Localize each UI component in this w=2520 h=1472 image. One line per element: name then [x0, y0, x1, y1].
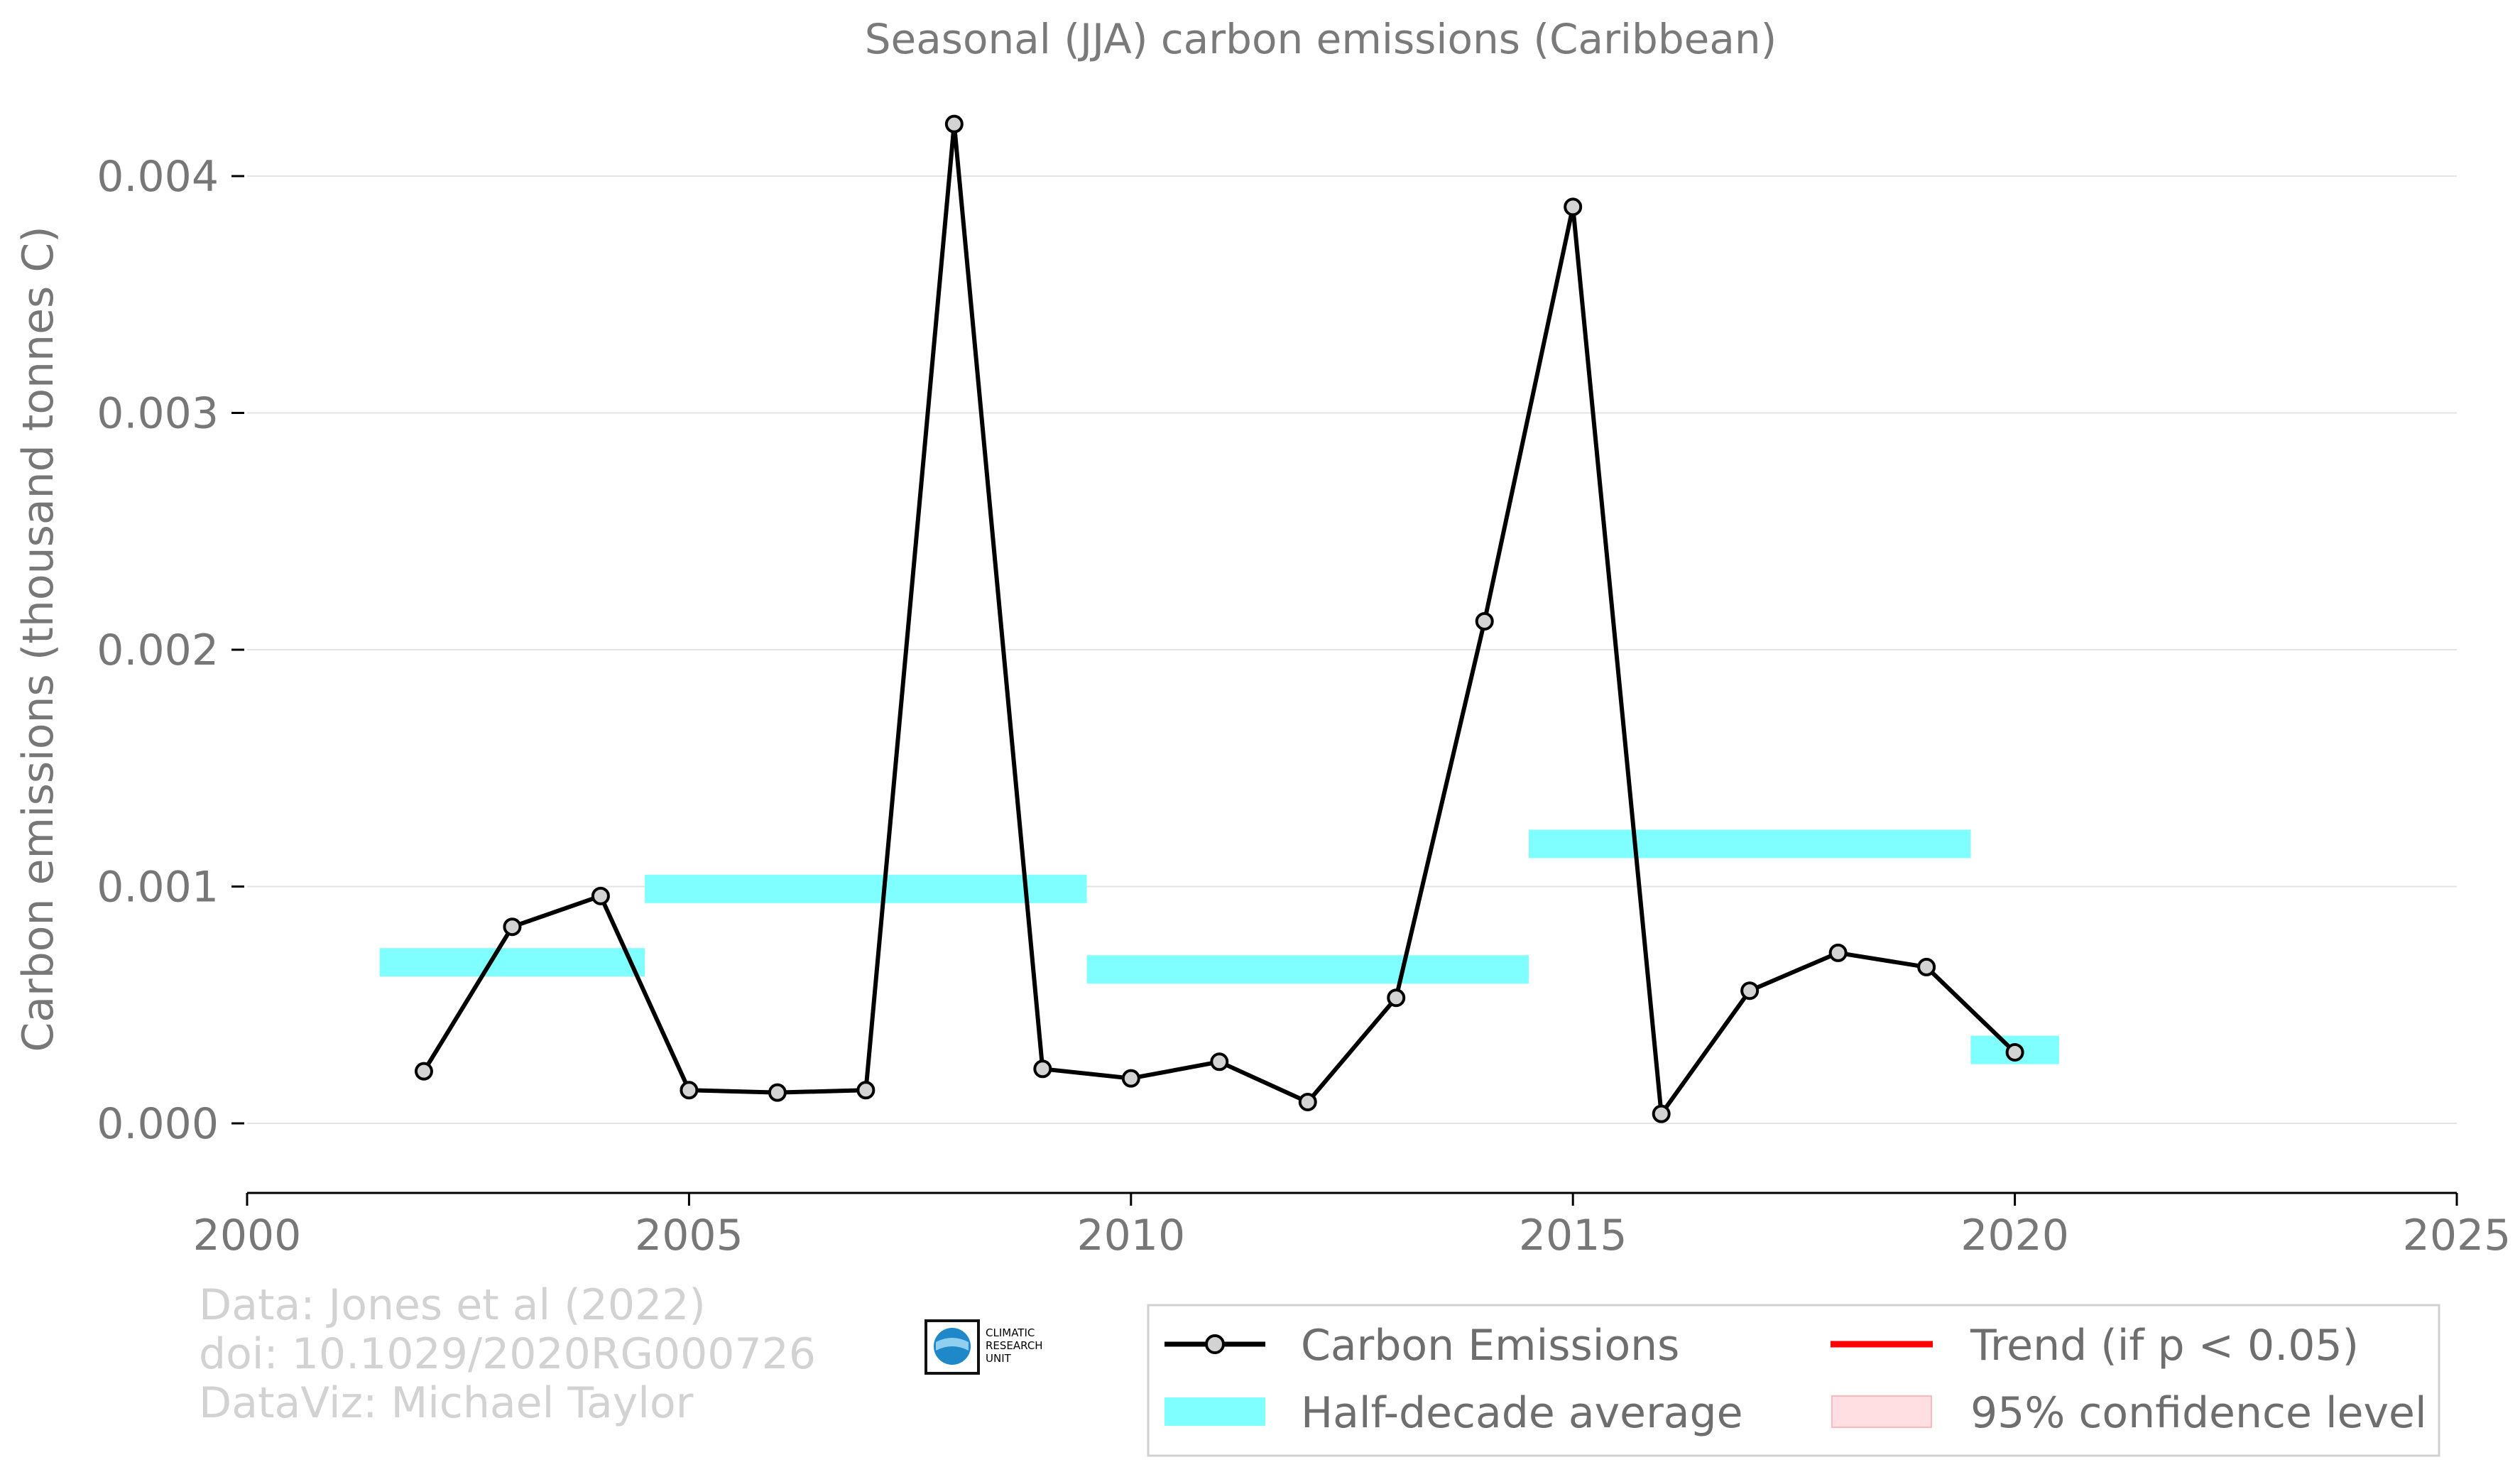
legend-trend-label: Trend (if p < 0.05) [1970, 1321, 2359, 1370]
emissions-point [1917, 957, 1936, 976]
chart-title: Seasonal (JJA) carbon emissions (Caribbe… [865, 15, 1777, 63]
emissions-point [503, 917, 522, 937]
legend-frame [1147, 1304, 2440, 1457]
credit-dataviz: DataViz: Michael Taylor [199, 1378, 694, 1428]
emissions-point [768, 1083, 787, 1102]
legend-confidence-swatch [1831, 1395, 1932, 1428]
emissions-point [1652, 1104, 1671, 1123]
credit-data-source: Data: Jones et al (2022) [199, 1280, 706, 1330]
x-tick-label: 2025 [2403, 1211, 2511, 1260]
x-tick-label: 2020 [1960, 1211, 2069, 1260]
emissions-point [591, 886, 610, 905]
emissions-point [1033, 1059, 1052, 1079]
legend: Carbon Emissions Trend (if p < 0.05) Hal… [1147, 1304, 2440, 1457]
emissions-point [856, 1081, 876, 1100]
y-axis-ticks: 0.000 0.001 0.002 0.003 0.004 [97, 152, 244, 1149]
legend-emissions-label: Carbon Emissions [1301, 1321, 1679, 1370]
y-tick-label: 0.004 [97, 152, 219, 202]
y-axis-label: Carbon emissions (thousand tonnes C) [13, 226, 63, 1052]
legend-half-decade-swatch [1164, 1397, 1265, 1426]
x-axis-ticks: 2000 2005 2010 2015 2020 2025 [193, 1193, 2511, 1260]
emissions-point [414, 1062, 433, 1081]
gridlines [247, 175, 2457, 1124]
logo-line-2: RESEARCH [986, 1339, 1043, 1352]
credit-doi: doi: 10.1029/2020RG000726 [199, 1329, 816, 1379]
y-tick-label: 0.001 [97, 863, 219, 912]
emissions-point [680, 1081, 699, 1100]
emissions-point [1564, 197, 1583, 217]
x-tick-label: 2005 [635, 1211, 743, 1260]
x-tick-label: 2010 [1076, 1211, 1185, 1260]
y-tick-label: 0.003 [97, 389, 219, 439]
logo-line-1: CLIMATIC [986, 1326, 1035, 1339]
x-tick-label: 2015 [1519, 1211, 1627, 1260]
emissions-point [1210, 1052, 1229, 1072]
logo-line-3: UNIT [986, 1352, 1012, 1365]
legend-confidence-label: 95% confidence level [1970, 1388, 2427, 1438]
cru-logo: CLIMATIC RESEARCH UNIT [924, 1319, 1043, 1375]
legend-half-decade-label: Half-decade average [1301, 1388, 1743, 1438]
emissions-point [944, 114, 964, 133]
emissions-series [414, 114, 2024, 1123]
half-decade-band [1528, 829, 1971, 858]
y-tick-label: 0.002 [97, 626, 219, 675]
y-tick-label: 0.000 [97, 1099, 219, 1149]
half-decade-band [645, 874, 1087, 903]
emissions-point [2005, 1042, 2024, 1062]
emissions-point [1387, 988, 1406, 1008]
emissions-point [1740, 981, 1760, 1001]
half-decade-band [379, 948, 645, 977]
legend-emissions-marker [1205, 1334, 1225, 1354]
x-tick-label: 2000 [193, 1211, 302, 1260]
emissions-point [1121, 1069, 1140, 1088]
emissions-point [1298, 1092, 1317, 1111]
half-decade-bands [379, 829, 2059, 1064]
half-decade-band [1086, 955, 1529, 984]
logo-frame [924, 1319, 980, 1375]
emissions-point [1475, 611, 1494, 631]
logo-globe-band-icon [936, 1338, 969, 1351]
emissions-point [1828, 943, 1848, 962]
